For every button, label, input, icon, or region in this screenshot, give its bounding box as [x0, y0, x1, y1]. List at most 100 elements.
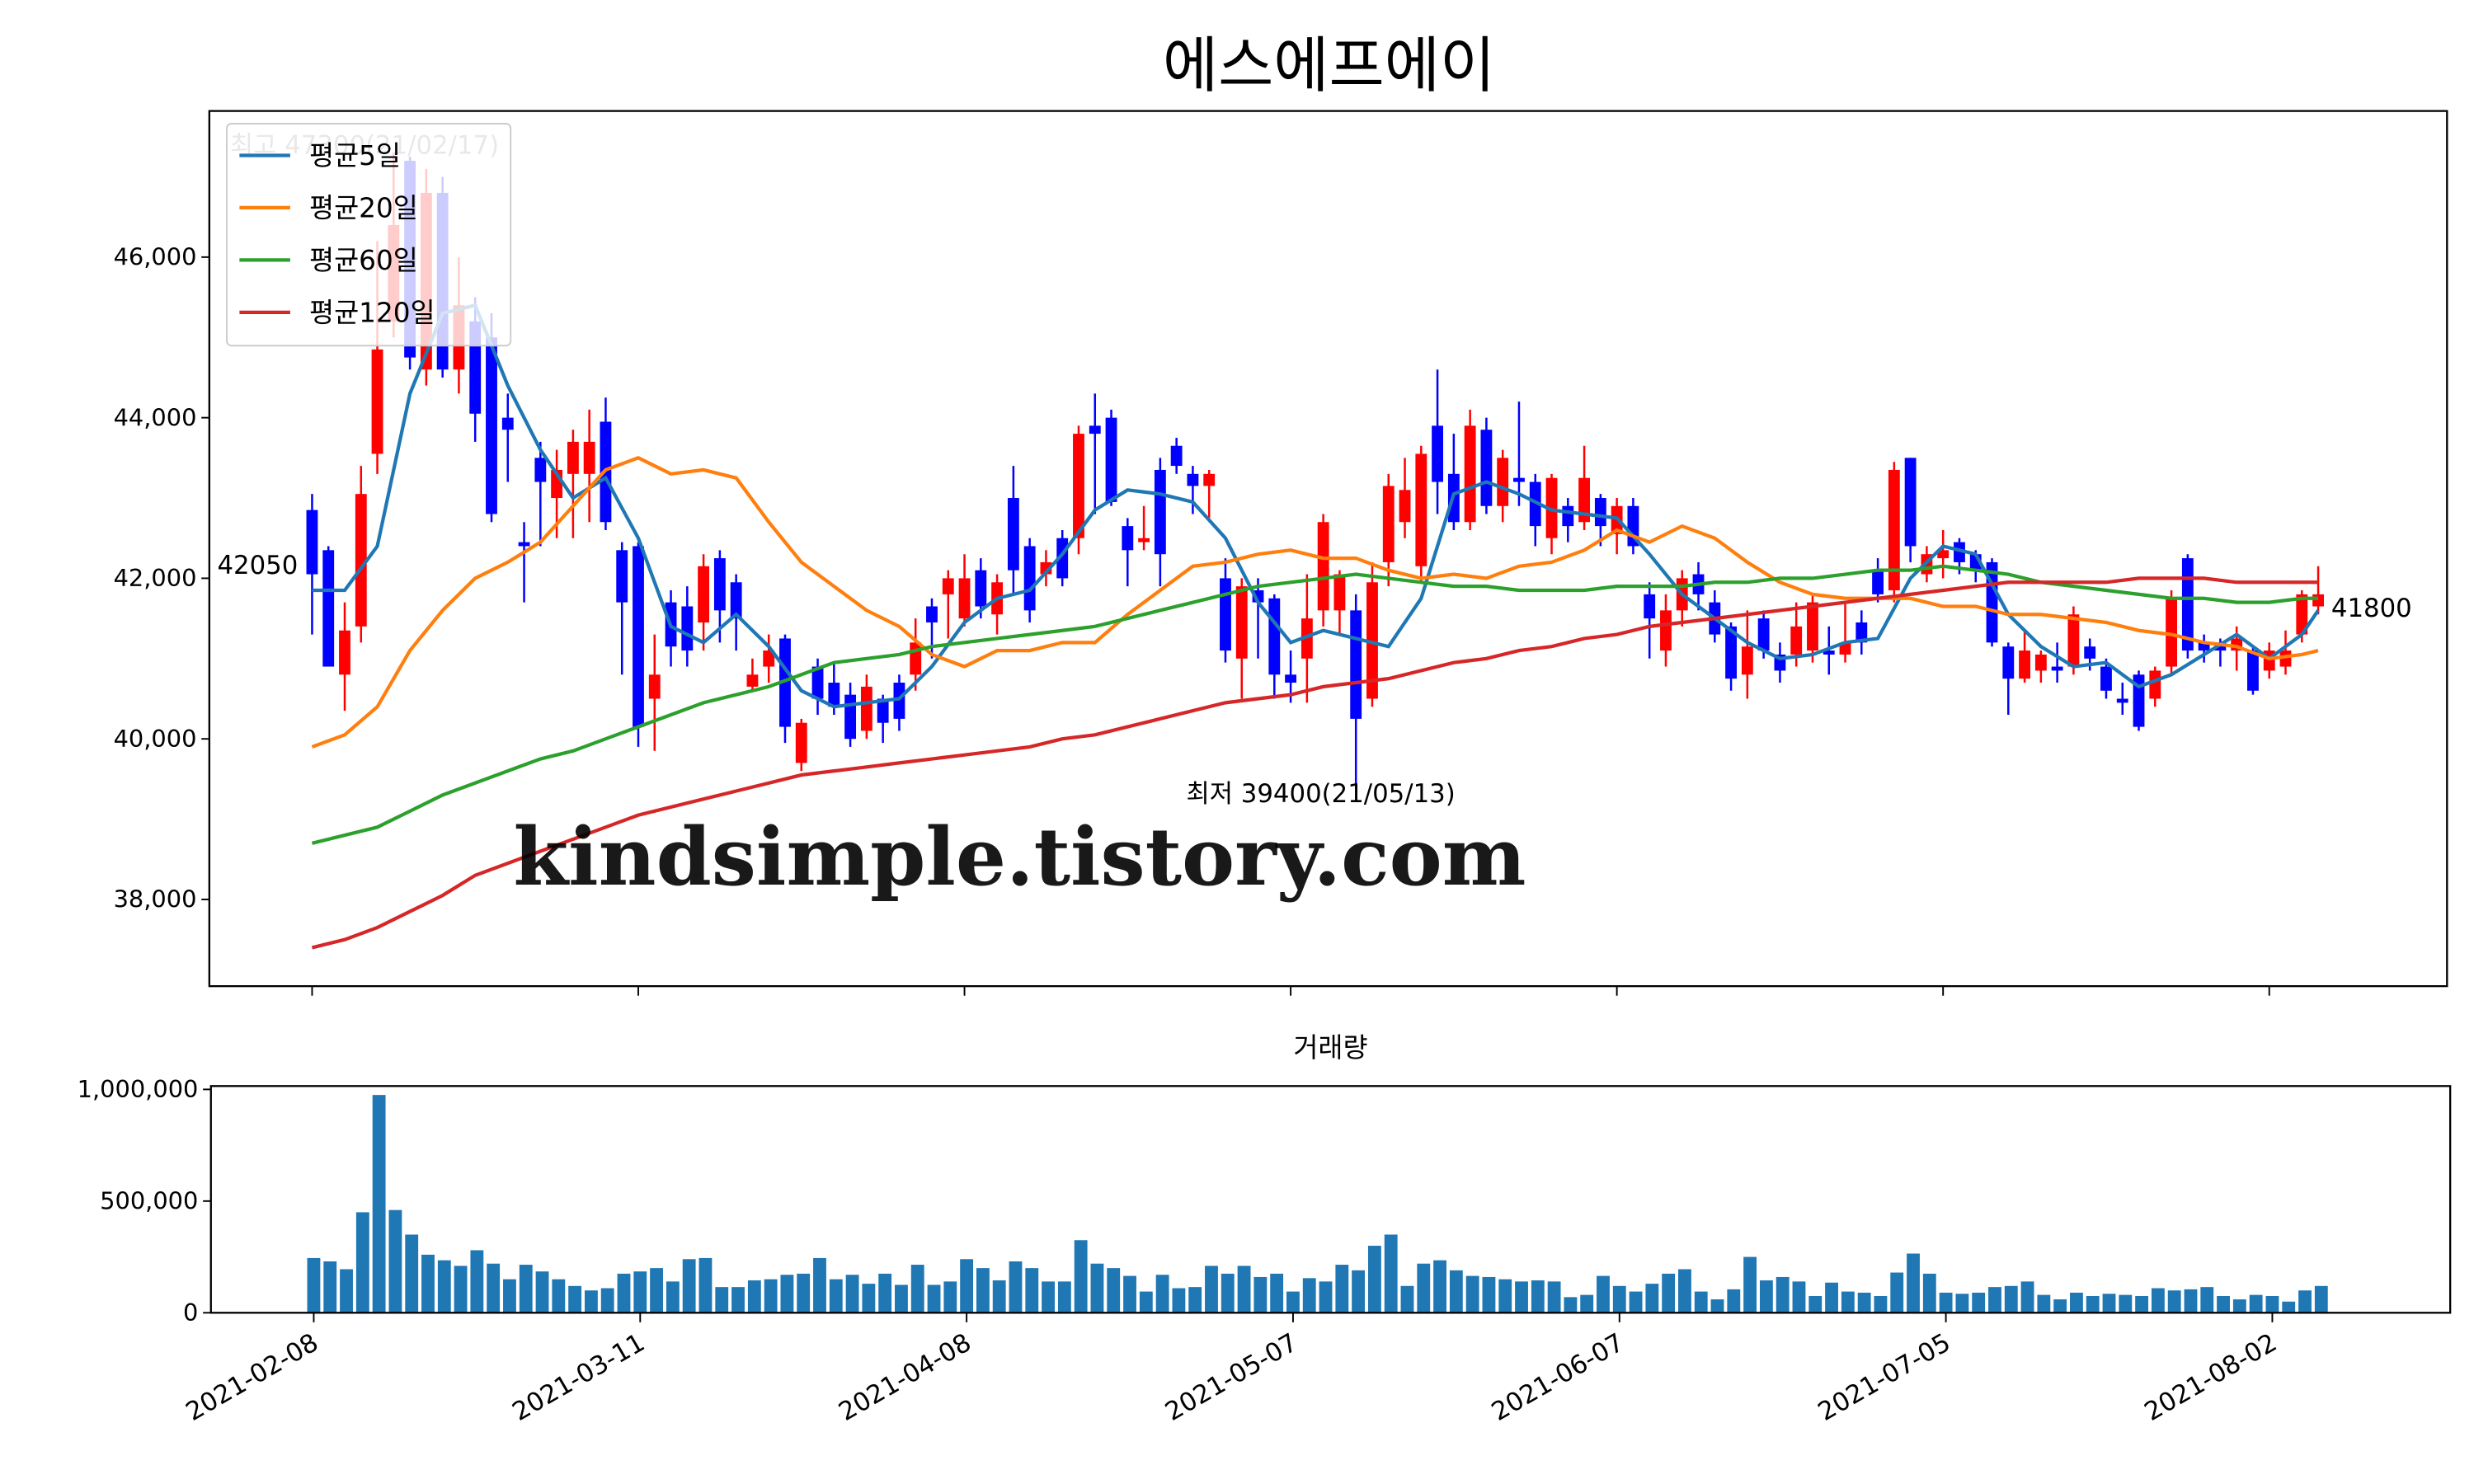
volume-bar [2298, 1290, 2312, 1313]
candle-body [1856, 622, 1868, 643]
volume-bar [1564, 1297, 1578, 1313]
candle-body [2116, 698, 2128, 703]
volume-bar [307, 1257, 321, 1313]
candle-body [1235, 586, 1248, 659]
volume-bar [2314, 1285, 2328, 1313]
volume-bar [1597, 1275, 1610, 1313]
volume-bar [1335, 1265, 1349, 1313]
volume-bar [976, 1268, 990, 1313]
candle-body [795, 722, 807, 763]
candle-body [2312, 594, 2324, 607]
candle-body [1285, 674, 1297, 683]
volume-bar [1825, 1282, 1838, 1313]
volume-bar [2200, 1287, 2214, 1313]
volume-bar [2086, 1295, 2100, 1313]
volume-bar [437, 1260, 451, 1313]
candle-body [1872, 570, 1884, 594]
volume-bar [2282, 1301, 2296, 1313]
candle-body [713, 558, 726, 611]
candle-body [633, 546, 644, 727]
volume-bar [829, 1279, 843, 1313]
volume-bar [1400, 1285, 1414, 1313]
candle-body [2247, 650, 2259, 691]
volume-bar [1237, 1266, 1251, 1313]
candle-body [1839, 642, 1851, 655]
volume-bar [960, 1259, 974, 1313]
volume-bar [1172, 1288, 1186, 1313]
candle-body [1170, 445, 1183, 467]
volume-bar [1612, 1285, 1626, 1313]
volume-bar [1841, 1291, 1855, 1313]
volume-bar [927, 1284, 941, 1313]
candle-body [1073, 434, 1084, 538]
volume-bar [747, 1280, 761, 1313]
candle-body [893, 683, 905, 719]
y-tick-label: 40,000 [114, 725, 197, 753]
candle-body [1317, 522, 1329, 611]
y-tick-label: 44,000 [114, 403, 197, 431]
volume-bar [2249, 1294, 2263, 1313]
volume-bar [1874, 1295, 1888, 1313]
volume-bar [1515, 1281, 1528, 1313]
candle-body [1399, 490, 1411, 523]
candle-body [322, 550, 335, 667]
candle-body [1660, 610, 1672, 651]
candle-body [2002, 646, 2015, 679]
chart-title: 에스에프에이 [1163, 31, 1495, 101]
volume-bar [2119, 1294, 2133, 1313]
legend-label: 평균20일 [309, 192, 418, 223]
volume-bar [519, 1265, 533, 1313]
volume-bar [1352, 1270, 1366, 1313]
volume-bar [992, 1280, 1006, 1313]
annotation: 41800 [2331, 594, 2412, 623]
volume-bar [2004, 1285, 2018, 1313]
candle-body [1562, 505, 1574, 527]
volume-bar [1025, 1268, 1039, 1313]
candle-body [1545, 477, 1558, 538]
candle-body [648, 674, 661, 699]
candle-body [2149, 670, 2161, 699]
volume-bar [568, 1285, 582, 1313]
candle-body [698, 566, 710, 622]
volume-bar [2167, 1290, 2181, 1313]
candle-body [486, 337, 497, 514]
volume-bar [1890, 1272, 1904, 1313]
volume-bar [1482, 1276, 1496, 1313]
volume-bar [1547, 1281, 1561, 1313]
volume-bar [2053, 1299, 2067, 1313]
volume-bar [1433, 1260, 1446, 1313]
candle-body [1644, 594, 1656, 619]
volume-bar [1988, 1287, 2001, 1313]
moving-average-line [311, 576, 2319, 950]
volume-bar [1922, 1273, 1936, 1313]
volume-bar [1531, 1280, 1545, 1313]
volume-bar [731, 1287, 745, 1313]
candle-body [355, 494, 367, 627]
volume-bar [1253, 1276, 1268, 1313]
candle-body [1089, 425, 1101, 434]
candle-body [1529, 481, 1541, 527]
volume-bar [1449, 1270, 1463, 1313]
candle-body [616, 550, 628, 603]
volume-bar [323, 1261, 337, 1313]
volume-bar [895, 1284, 908, 1313]
volume-bar [2217, 1295, 2230, 1313]
candle-body [730, 582, 742, 619]
y-tick-label: 0 [183, 1298, 198, 1327]
volume-bar [2184, 1289, 2198, 1313]
candle-body [1888, 469, 1900, 591]
candle-body [583, 441, 595, 474]
candle-body [681, 606, 694, 651]
volume-bar [470, 1250, 484, 1313]
candle-body [1138, 538, 1150, 542]
volume-bar [1727, 1289, 1741, 1313]
volume-bar [503, 1279, 516, 1313]
candle-body [746, 674, 759, 687]
candle-body [339, 630, 350, 675]
candle-body [1513, 477, 1525, 482]
candle-body [1350, 610, 1362, 719]
volume-bar [813, 1257, 826, 1313]
volume-bar [535, 1271, 549, 1313]
volume-bar [2070, 1292, 2083, 1313]
volume-bar [1955, 1294, 1969, 1313]
